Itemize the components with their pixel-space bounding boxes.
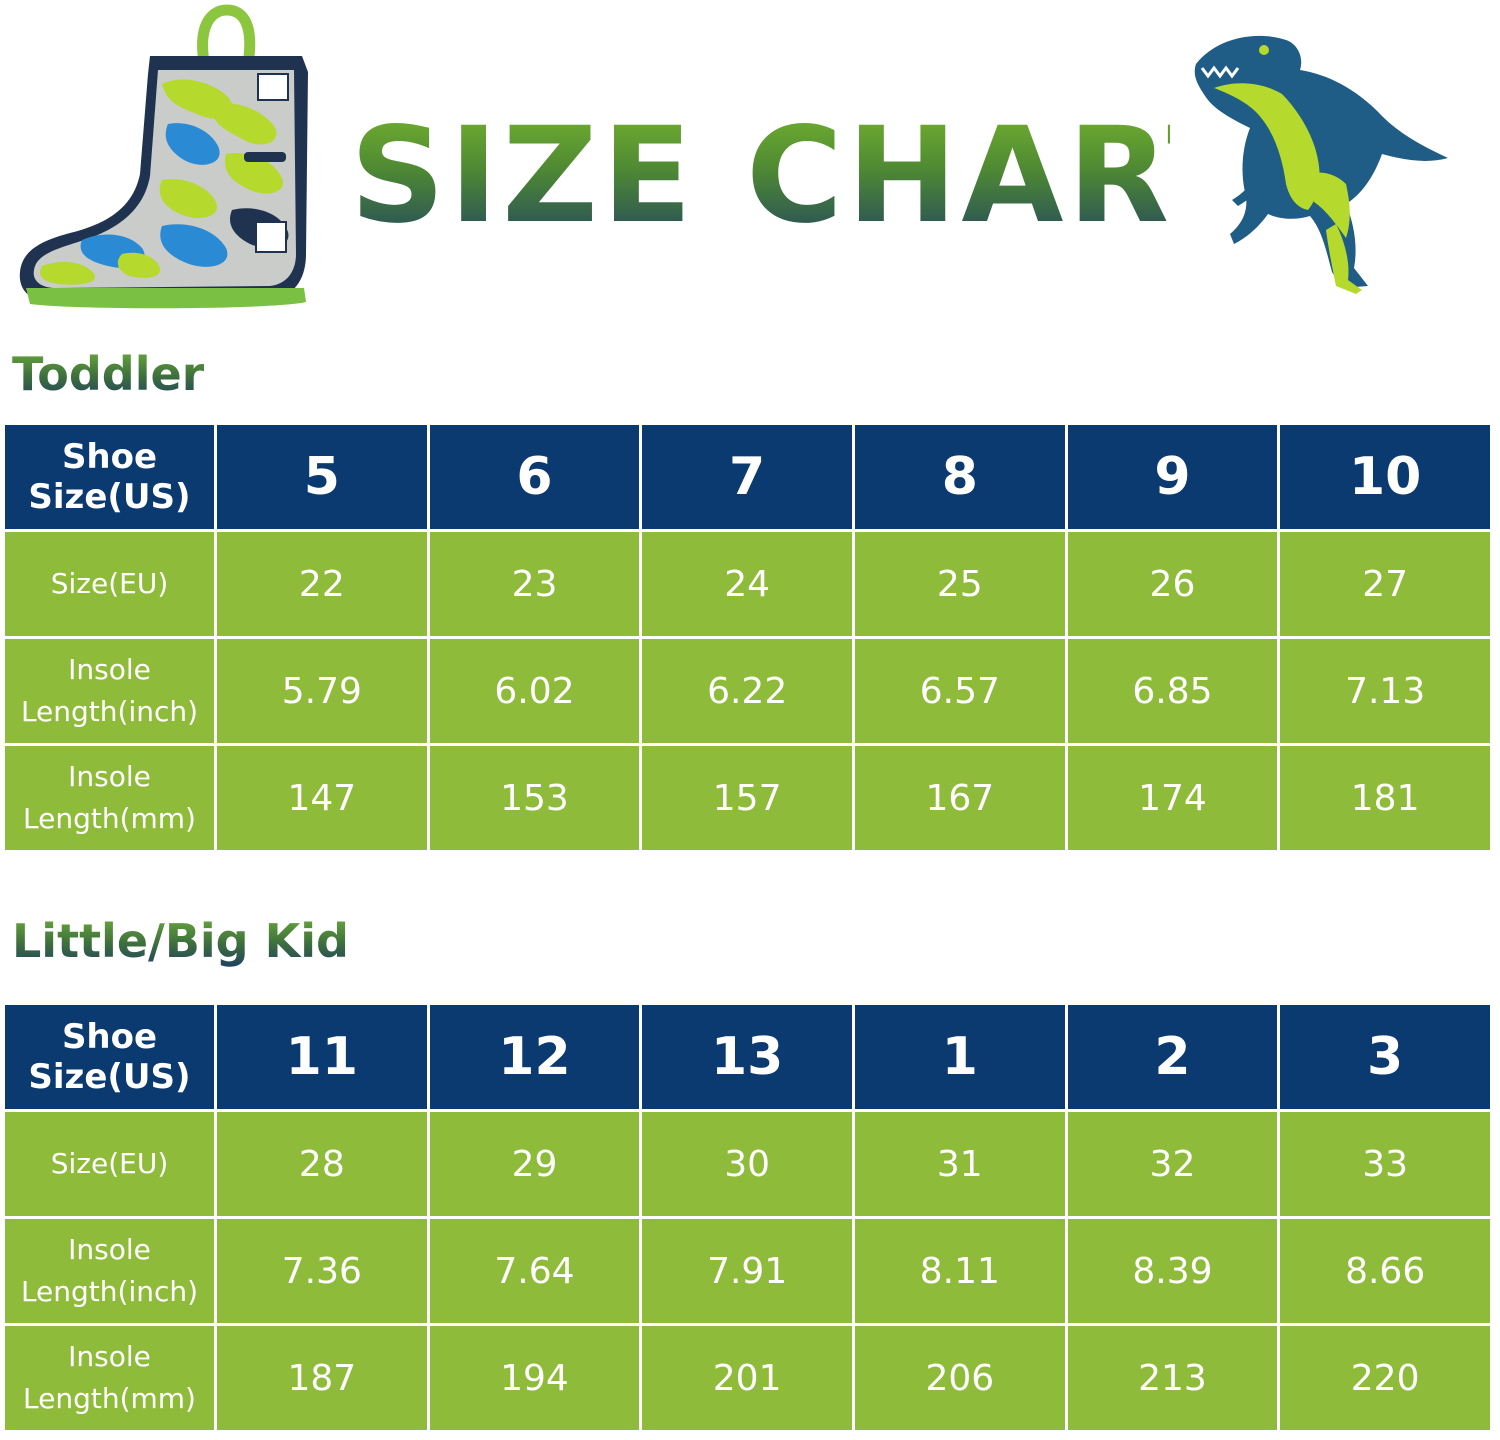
toddler-heading: Toddler (12, 347, 205, 401)
table-cell: 7.64 (429, 1219, 640, 1323)
table-cell: 6.02 (429, 639, 640, 743)
table-cell: 24 (642, 532, 852, 636)
size-us-cell: 5 (217, 425, 427, 529)
row-label: Insole Length(inch) (5, 639, 214, 743)
table-cell: 29 (429, 1112, 640, 1216)
table-cell: 174 (1067, 746, 1278, 850)
kid-size-table: Shoe Size(US) 11 12 13 1 2 3 Size(EU) 28… (2, 1002, 1493, 1433)
toddler-size-table: Shoe Size(US) 5 6 7 8 9 10 Size(EU) 22 2… (2, 422, 1493, 853)
table-cell: 6.22 (642, 639, 852, 743)
table-cell: 26 (1067, 532, 1278, 636)
shoe-size-us-header: Shoe Size(US) (5, 425, 214, 529)
rain-boot-illustration (19, 4, 308, 309)
table-cell: 31 (854, 1112, 1065, 1216)
table-cell: 33 (1280, 1112, 1490, 1216)
table-cell: 187 (217, 1326, 427, 1430)
size-us-cell: 8 (854, 425, 1065, 529)
row-label: Size(EU) (5, 1112, 214, 1216)
size-us-cell: 6 (429, 425, 640, 529)
table-cell: 201 (642, 1326, 852, 1430)
table-cell: 153 (429, 746, 640, 850)
table-cell: 157 (642, 746, 852, 850)
table-cell: 6.85 (1067, 639, 1278, 743)
table-cell: 7.13 (1280, 639, 1490, 743)
table-cell: 147 (217, 746, 427, 850)
size-us-cell: 13 (642, 1005, 852, 1109)
row-label: Insole Length(mm) (5, 1326, 214, 1430)
table-cell: 8.39 (1067, 1219, 1278, 1323)
table-cell: 5.79 (217, 639, 427, 743)
table-cell: 220 (1280, 1326, 1490, 1430)
table-cell: 8.66 (1280, 1219, 1490, 1323)
table-cell: 167 (854, 746, 1065, 850)
table-cell: 206 (854, 1326, 1065, 1430)
size-us-cell: 9 (1067, 425, 1278, 529)
table-row: Insole Length(inch) 7.36 7.64 7.91 8.11 … (5, 1219, 1490, 1323)
table-row: Size(EU) 22 23 24 25 26 27 (5, 532, 1490, 636)
table-cell: 22 (217, 532, 427, 636)
table-cell: 181 (1280, 746, 1490, 850)
table-cell: 23 (429, 532, 640, 636)
kid-heading: Little/Big Kid (12, 914, 349, 968)
size-us-cell: 11 (217, 1005, 427, 1109)
table-header-row: Shoe Size(US) 5 6 7 8 9 10 (5, 425, 1490, 529)
size-us-cell: 1 (854, 1005, 1065, 1109)
page-title: SIZE CHART (350, 96, 1257, 256)
size-us-cell: 3 (1280, 1005, 1490, 1109)
table-cell: 7.91 (642, 1219, 852, 1323)
table-cell: 25 (854, 532, 1065, 636)
t-rex-illustration (1194, 35, 1448, 294)
table-cell: 6.57 (854, 639, 1065, 743)
table-cell: 8.11 (854, 1219, 1065, 1323)
size-us-cell: 2 (1067, 1005, 1278, 1109)
table-cell: 7.36 (217, 1219, 427, 1323)
size-us-cell: 7 (642, 425, 852, 529)
table-row: Insole Length(mm) 187 194 201 206 213 22… (5, 1326, 1490, 1430)
table-cell: 27 (1280, 532, 1490, 636)
table-cell: 194 (429, 1326, 640, 1430)
table-row: Insole Length(mm) 147 153 157 167 174 18… (5, 746, 1490, 850)
table-header-row: Shoe Size(US) 11 12 13 1 2 3 (5, 1005, 1490, 1109)
table-cell: 28 (217, 1112, 427, 1216)
shoe-size-us-header: Shoe Size(US) (5, 1005, 214, 1109)
table-cell: 30 (642, 1112, 852, 1216)
size-us-cell: 10 (1280, 425, 1490, 529)
table-row: Insole Length(inch) 5.79 6.02 6.22 6.57 … (5, 639, 1490, 743)
table-cell: 213 (1067, 1326, 1278, 1430)
row-label: Insole Length(inch) (5, 1219, 214, 1323)
size-us-cell: 12 (429, 1005, 640, 1109)
table-cell: 32 (1067, 1112, 1278, 1216)
row-label: Size(EU) (5, 532, 214, 636)
table-row: Size(EU) 28 29 30 31 32 33 (5, 1112, 1490, 1216)
row-label: Insole Length(mm) (5, 746, 214, 850)
